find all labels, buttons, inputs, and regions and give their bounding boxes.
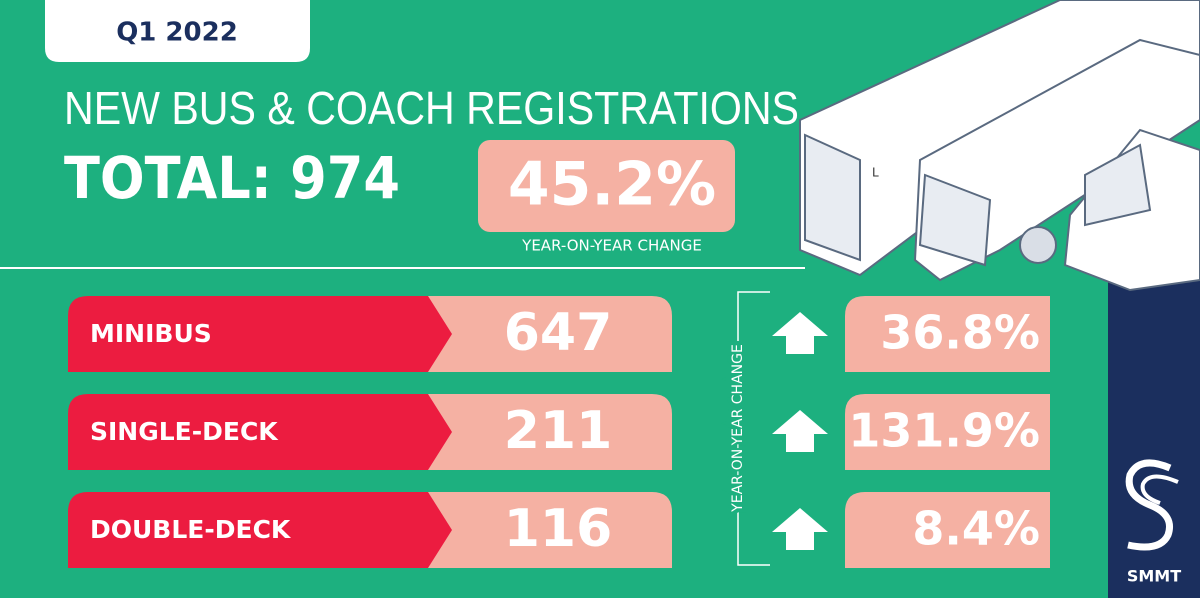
up-arrow — [772, 508, 828, 550]
registrations: 211 — [504, 401, 613, 461]
badge: Q1 2022 — [116, 18, 238, 48]
change-box — [845, 296, 1050, 372]
rows: MINIBUS 647 36.8% SINGLE-DECK 211 131.9% DOUBL… — [68, 296, 1050, 568]
change-value: 131.9% — [848, 404, 1040, 458]
wheel — [1019, 226, 1057, 264]
title: NEW BUS & COACH REGISTRATIONS — [64, 82, 799, 134]
change-value: 8.4% — [912, 502, 1040, 556]
change-box — [478, 140, 735, 232]
up-arrow — [772, 410, 828, 452]
value-box — [420, 296, 672, 372]
registrations: 647 — [504, 303, 613, 363]
label-box — [68, 394, 452, 470]
total: TOTAL: 974 — [64, 144, 400, 212]
bus-window — [918, 173, 992, 267]
bus-window — [804, 133, 861, 262]
logo-mark — [1140, 474, 1179, 505]
category-label: SINGLE-DECK — [90, 417, 279, 446]
category-label: DOUBLE-DECK — [90, 515, 292, 544]
registrations: 116 — [504, 499, 613, 559]
side-label: YEAR-ON-YEAR CHANGE — [730, 344, 746, 513]
label-box — [68, 296, 452, 372]
bus-window — [1084, 143, 1152, 227]
value-box — [420, 394, 672, 470]
total-change: 45.2% — [508, 150, 716, 220]
category-label: MINIBUS — [90, 319, 212, 348]
label-box — [68, 492, 452, 568]
logo-mark — [1125, 459, 1173, 551]
vehicle-plate: L — [872, 166, 879, 180]
value-box — [420, 492, 672, 568]
logo-text: SMMT — [1127, 567, 1181, 586]
logo-strip — [1108, 280, 1200, 598]
bracket — [737, 291, 770, 566]
up-arrow — [772, 312, 828, 354]
change-box — [845, 394, 1050, 470]
change-value: 36.8% — [880, 306, 1040, 360]
vehicles — [799, 0, 1200, 292]
badge-tab — [45, 0, 310, 62]
change-caption: YEAR-ON-YEAR CHANGE — [521, 237, 702, 255]
change-box — [845, 492, 1050, 568]
